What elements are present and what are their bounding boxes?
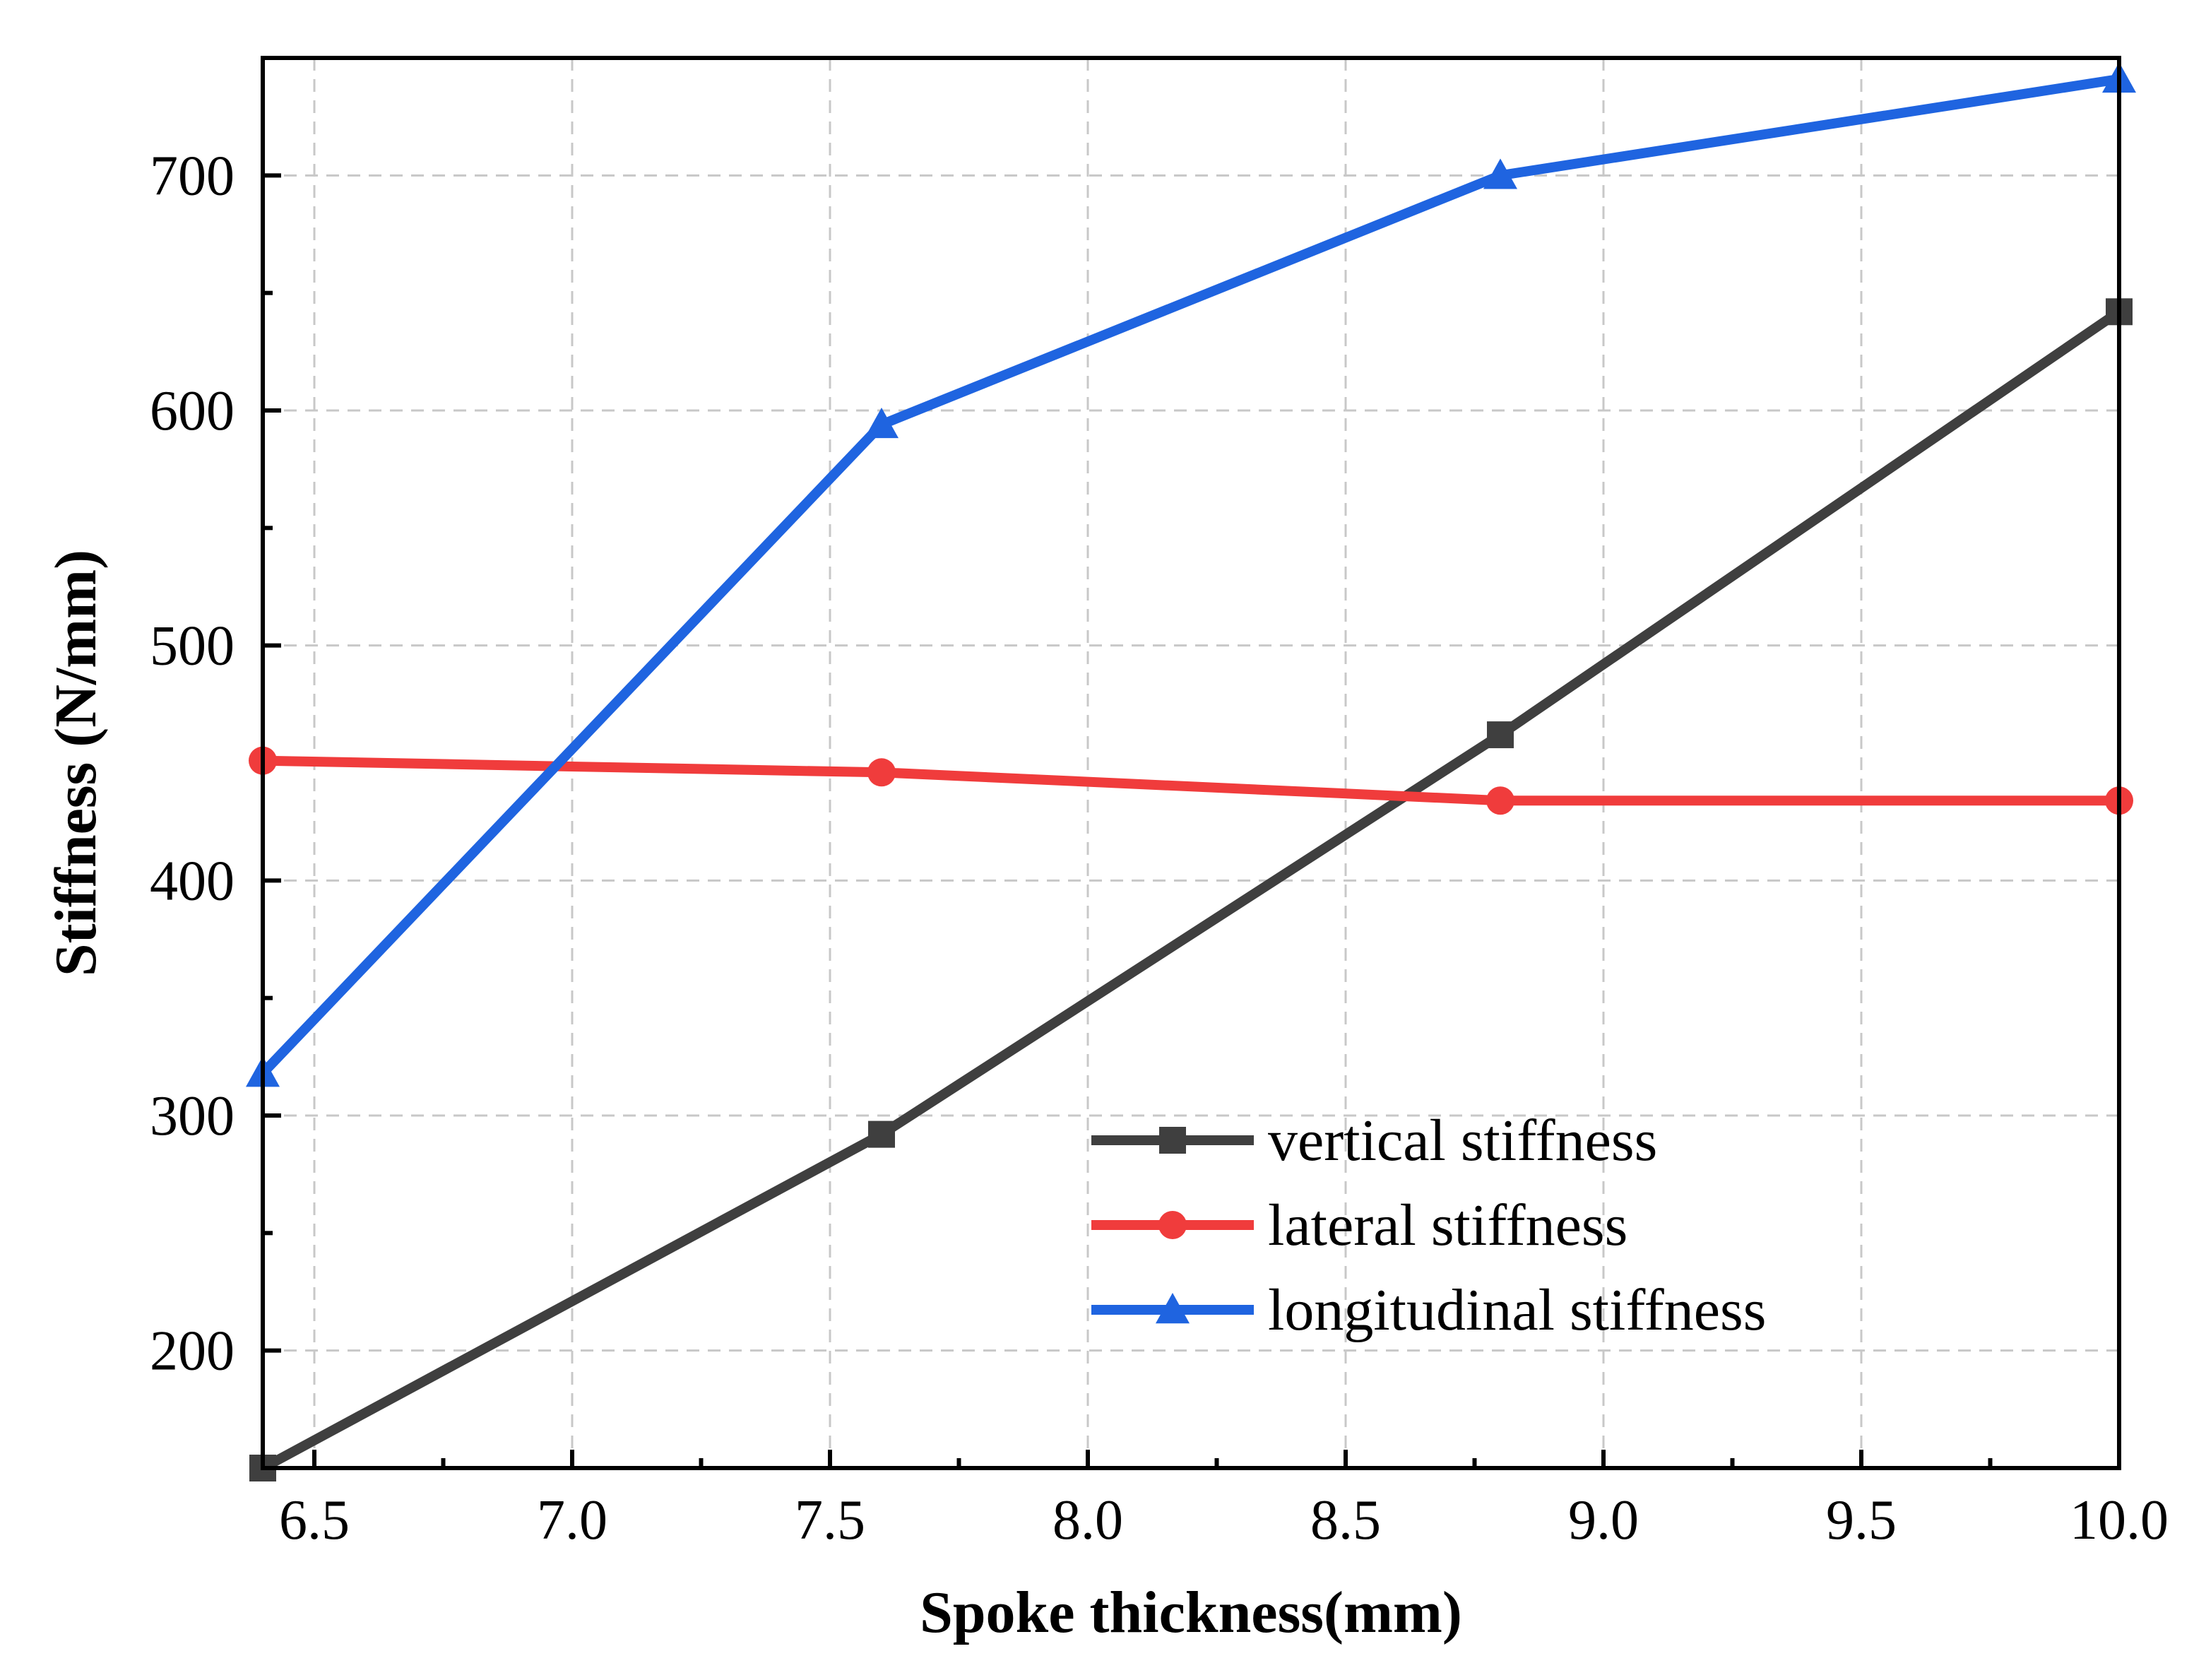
series-layer [246, 61, 2136, 1481]
y-tick-label: 300 [150, 1085, 235, 1147]
x-tick-label: 8.5 [1310, 1489, 1381, 1551]
legend-marker-longitudinal [1156, 1293, 1190, 1324]
plot-frame [261, 56, 2121, 1470]
legend-label-longitudinal: longitudinal stiffness [1268, 1277, 1766, 1343]
series-line-vertical [260, 307, 2122, 1473]
data-point-lateral [1486, 786, 1514, 815]
series-line-longitudinal [259, 74, 2121, 1077]
grid-layer [263, 58, 2121, 1468]
data-point-longitudinal [1483, 158, 1517, 189]
y-tick-label: 500 [150, 615, 235, 678]
y-tick-label: 400 [150, 850, 235, 912]
x-tick-label: 10.0 [2070, 1489, 2169, 1551]
x-tick-label: 7.5 [795, 1489, 865, 1551]
legend-label-lateral: lateral stiffness [1268, 1193, 1627, 1258]
x-tick-label: 9.5 [1826, 1489, 1897, 1551]
data-point-longitudinal [865, 407, 899, 439]
legend-marker-lateral [1158, 1211, 1187, 1239]
x-tick-label: 9.0 [1568, 1489, 1639, 1551]
x-axis-title: Spoke thickness(mm) [920, 1580, 1462, 1645]
legend: vertical stiffness lateral stiffness longi… [1091, 1108, 1766, 1343]
x-tick-label: 7.0 [537, 1489, 607, 1551]
x-tick-label: 8.0 [1052, 1489, 1123, 1551]
ticks-layer: 6.5 7.0 7.5 8.0 8.5 9.0 9.5 10.0 200 300 400 500 600… [150, 56, 2169, 1551]
legend-marker-vertical [1159, 1127, 1186, 1154]
legend-label-vertical: vertical stiffness [1268, 1108, 1657, 1173]
data-point-lateral [867, 758, 896, 787]
y-tick-label: 200 [150, 1320, 235, 1383]
y-axis-title: Stiffness (N/mm) [43, 550, 109, 976]
data-point-vertical [1487, 721, 1514, 749]
x-tick-label: 6.5 [279, 1489, 350, 1551]
series-line-lateral [262, 755, 2119, 806]
y-tick-label: 700 [150, 145, 235, 207]
y-tick-label: 600 [150, 380, 235, 442]
data-point-vertical [868, 1120, 895, 1148]
